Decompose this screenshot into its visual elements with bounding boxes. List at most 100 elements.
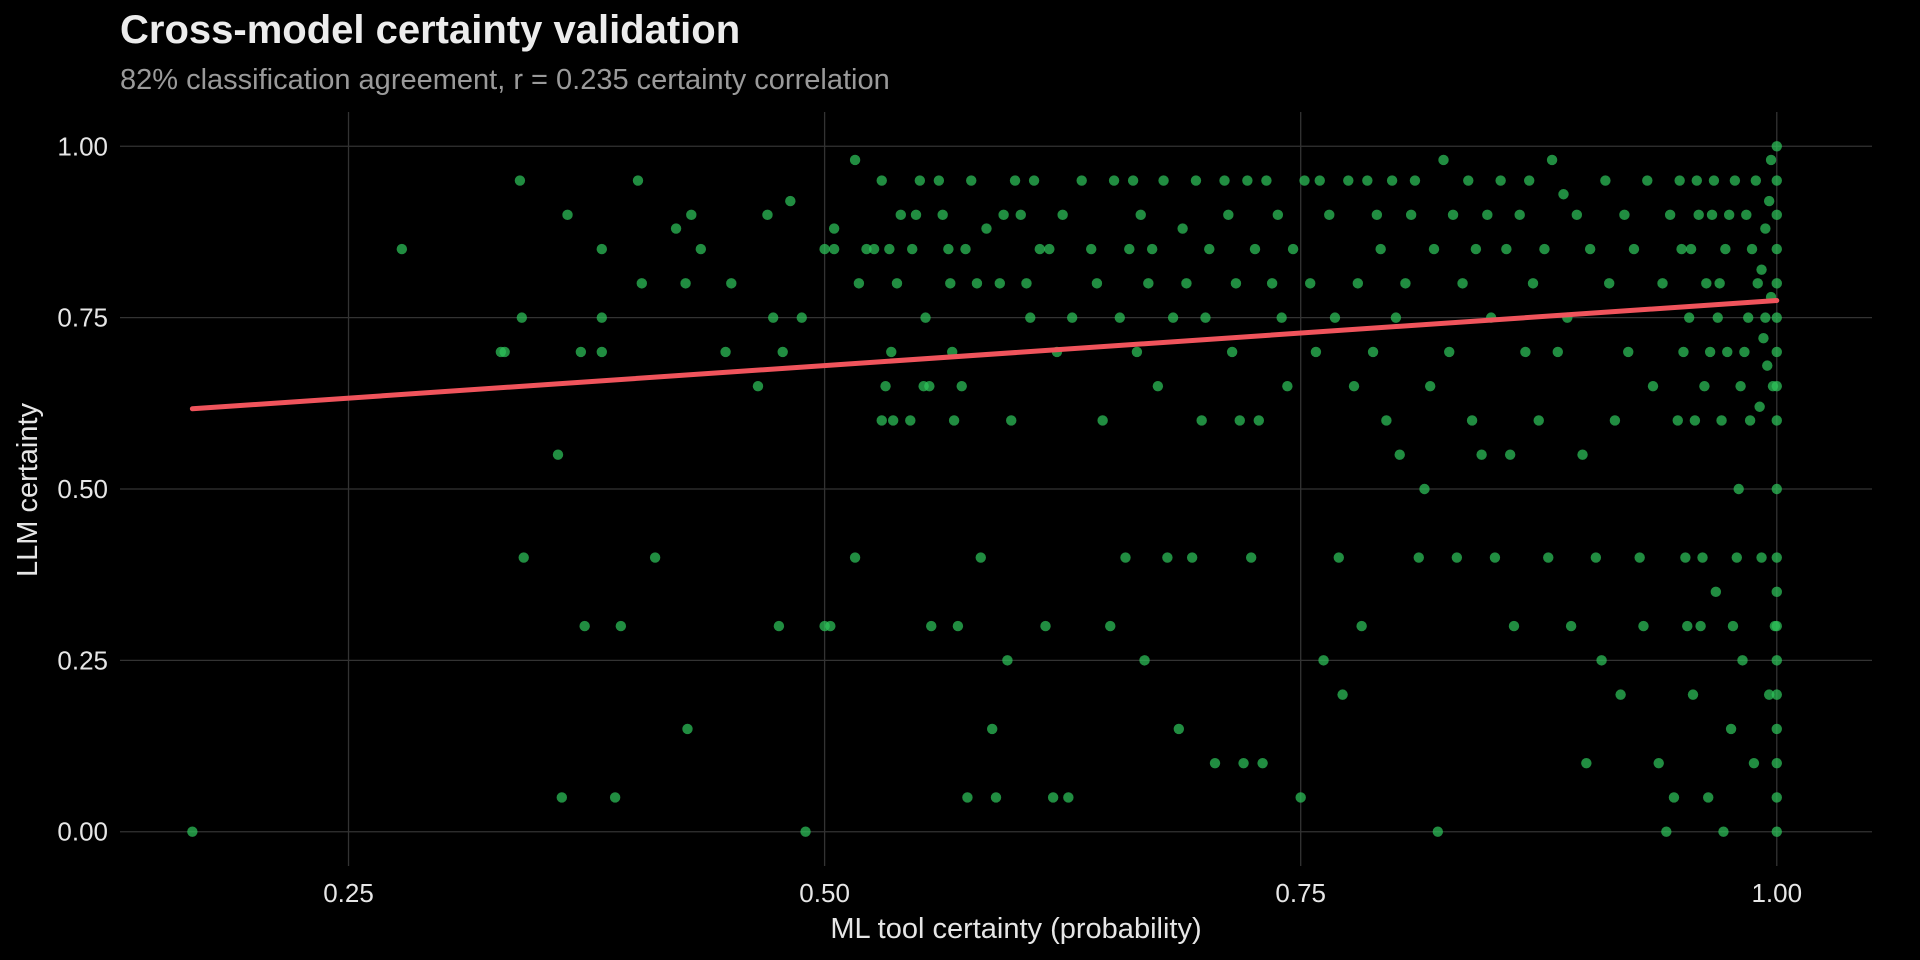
data-point bbox=[1600, 175, 1611, 186]
data-point bbox=[1619, 209, 1630, 221]
data-point bbox=[1685, 243, 1697, 255]
data-point bbox=[1181, 278, 1192, 289]
data-point bbox=[910, 209, 922, 221]
data-point bbox=[1754, 401, 1765, 412]
data-point bbox=[1565, 620, 1577, 632]
data-point bbox=[752, 380, 764, 392]
data-point bbox=[1723, 209, 1735, 221]
data-point bbox=[1731, 552, 1742, 563]
data-point bbox=[1186, 552, 1198, 563]
data-point bbox=[1771, 483, 1782, 495]
data-point bbox=[514, 175, 526, 186]
data-point bbox=[1746, 243, 1758, 255]
axis-ticks: 0.25 0.50 0.75 1.00 0.00 0.25 0.50 0.75 1.00 bbox=[57, 131, 1802, 908]
data-point bbox=[1661, 826, 1672, 837]
data-point bbox=[1760, 312, 1771, 323]
data-point bbox=[1375, 243, 1386, 255]
data-point bbox=[924, 380, 935, 392]
data-point bbox=[1002, 655, 1013, 666]
data-point bbox=[1249, 243, 1261, 255]
data-point bbox=[1701, 278, 1712, 289]
data-point bbox=[1657, 278, 1668, 289]
data-point bbox=[1223, 209, 1234, 221]
data-point bbox=[828, 243, 840, 255]
data-point bbox=[1200, 312, 1211, 323]
data-point bbox=[1737, 655, 1748, 666]
data-point bbox=[1047, 792, 1059, 803]
data-point bbox=[1674, 175, 1685, 186]
chart-title: Cross-model certainty validation bbox=[120, 8, 741, 52]
data-point bbox=[1577, 449, 1588, 460]
data-point bbox=[800, 826, 811, 837]
data-point bbox=[1386, 175, 1398, 186]
data-point bbox=[1444, 346, 1455, 358]
data-point bbox=[1628, 243, 1640, 255]
data-point bbox=[1238, 757, 1249, 769]
data-point bbox=[849, 552, 861, 563]
data-point bbox=[1760, 223, 1771, 234]
data-point bbox=[187, 826, 198, 837]
data-point bbox=[1748, 757, 1760, 769]
data-point bbox=[1697, 552, 1708, 563]
data-point bbox=[1763, 195, 1775, 207]
data-point bbox=[1040, 620, 1051, 632]
data-point bbox=[1771, 346, 1782, 358]
data-point bbox=[971, 278, 983, 289]
chart-subtitle: 82% classification agreement, r = 0.235 … bbox=[120, 64, 890, 96]
data-point bbox=[670, 223, 682, 234]
data-point bbox=[1124, 243, 1135, 255]
data-point bbox=[895, 209, 906, 221]
data-point bbox=[1739, 346, 1750, 358]
x-tick-label: 0.75 bbox=[1275, 878, 1326, 908]
data-point bbox=[796, 312, 807, 323]
data-point bbox=[1242, 175, 1253, 186]
data-point bbox=[1409, 175, 1421, 186]
data-point bbox=[1703, 792, 1714, 803]
data-point bbox=[1596, 655, 1607, 666]
data-point bbox=[907, 243, 918, 255]
data-point bbox=[1086, 243, 1097, 255]
x-axis-title: ML tool certainty (probability) bbox=[830, 913, 1201, 945]
data-point bbox=[1209, 757, 1221, 769]
data-point bbox=[1771, 586, 1782, 598]
data-point bbox=[945, 278, 956, 289]
data-point bbox=[1476, 449, 1487, 460]
data-point bbox=[609, 792, 621, 803]
data-point bbox=[1114, 312, 1125, 323]
data-point bbox=[1642, 175, 1653, 186]
data-point bbox=[680, 278, 691, 289]
data-point bbox=[1127, 175, 1139, 186]
data-point bbox=[1672, 415, 1683, 426]
data-point bbox=[1584, 243, 1596, 255]
data-point bbox=[632, 175, 644, 186]
data-point bbox=[1034, 243, 1046, 255]
x-tick-label: 0.25 bbox=[323, 878, 374, 908]
data-point bbox=[1771, 552, 1782, 563]
data-point bbox=[1318, 655, 1329, 666]
data-point bbox=[1771, 757, 1782, 769]
x-tick-label: 0.50 bbox=[799, 878, 850, 908]
data-point bbox=[1733, 483, 1744, 495]
data-point bbox=[1310, 346, 1322, 358]
data-point bbox=[1689, 415, 1701, 426]
y-tick-label: 0.25 bbox=[57, 645, 108, 675]
data-point bbox=[1025, 312, 1036, 323]
data-point bbox=[1520, 346, 1531, 358]
data-point bbox=[998, 209, 1009, 221]
data-point bbox=[1381, 415, 1392, 426]
data-point bbox=[1177, 223, 1188, 234]
data-point bbox=[1743, 312, 1754, 323]
data-point bbox=[1006, 415, 1017, 426]
data-point bbox=[1758, 333, 1769, 344]
data-point bbox=[1638, 620, 1649, 632]
data-point bbox=[682, 723, 693, 735]
data-point bbox=[1257, 757, 1268, 769]
data-point bbox=[1682, 620, 1693, 632]
data-point bbox=[1771, 792, 1782, 803]
data-point bbox=[1762, 360, 1773, 371]
data-point bbox=[516, 312, 528, 323]
data-point bbox=[926, 620, 937, 632]
data-point bbox=[952, 620, 964, 632]
data-point bbox=[1653, 757, 1664, 769]
data-point bbox=[1495, 175, 1506, 186]
